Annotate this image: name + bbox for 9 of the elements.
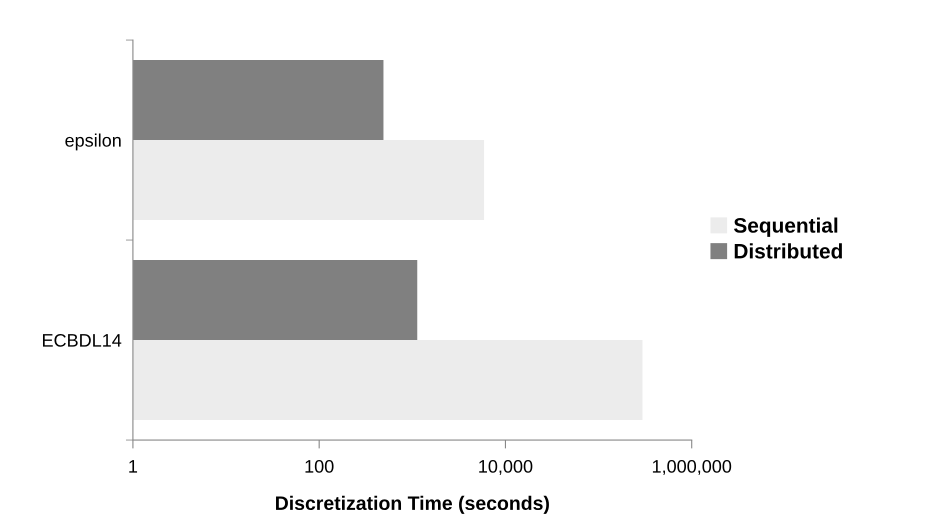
x-tick-label: 10,000: [479, 460, 532, 475]
legend-label: Distributed: [734, 243, 842, 259]
y-tick-label: epsilon: [65, 134, 121, 150]
x-tick-label: 1: [129, 460, 138, 473]
legend-label: Sequential: [734, 218, 838, 237]
y-tick-label: ECBDL14: [42, 334, 122, 347]
x-tick-label: 100: [305, 460, 334, 473]
x-tick-label: 1,000,000: [652, 460, 732, 475]
x-axis-title: Discretization Time (seconds): [276, 496, 549, 514]
